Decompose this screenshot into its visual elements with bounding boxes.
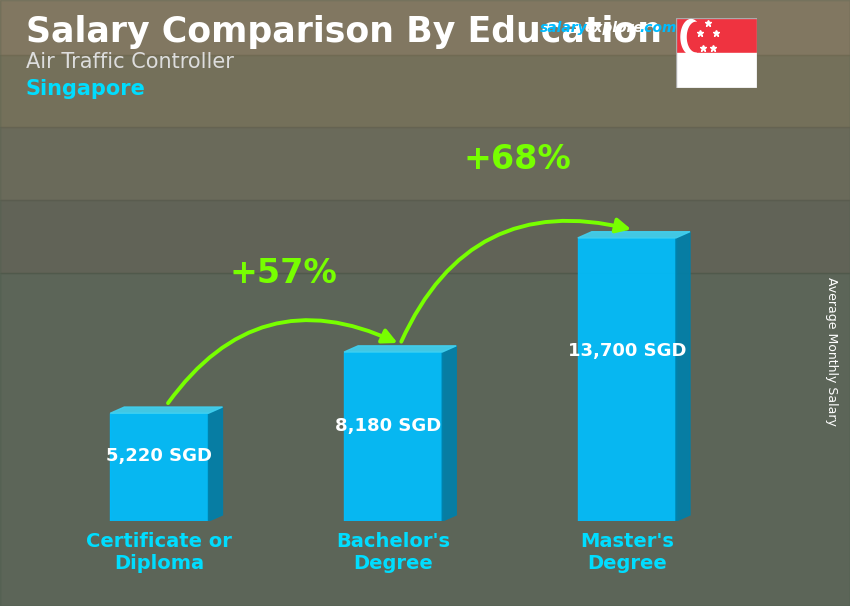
Text: Salary Comparison By Education: Salary Comparison By Education xyxy=(26,15,661,49)
Text: salary: salary xyxy=(540,21,587,35)
Polygon shape xyxy=(578,231,690,238)
Polygon shape xyxy=(442,346,456,521)
Polygon shape xyxy=(110,407,223,413)
Text: +68%: +68% xyxy=(463,143,571,176)
Polygon shape xyxy=(208,407,223,521)
Bar xyxy=(344,352,442,521)
Text: .com: .com xyxy=(639,21,677,35)
Text: explorer: explorer xyxy=(585,21,650,35)
Text: 5,220 SGD: 5,220 SGD xyxy=(105,447,212,465)
Text: 8,180 SGD: 8,180 SGD xyxy=(335,418,441,436)
Polygon shape xyxy=(688,22,705,52)
Text: Air Traffic Controller: Air Traffic Controller xyxy=(26,52,234,72)
Polygon shape xyxy=(676,231,690,521)
Bar xyxy=(578,238,676,521)
Polygon shape xyxy=(344,346,456,352)
Text: +57%: +57% xyxy=(230,257,337,290)
Text: Average Monthly Salary: Average Monthly Salary xyxy=(824,277,838,426)
Polygon shape xyxy=(681,19,701,55)
Bar xyxy=(110,413,208,521)
Bar xyxy=(676,18,756,53)
Bar xyxy=(676,53,756,88)
Text: 13,700 SGD: 13,700 SGD xyxy=(569,342,687,360)
Text: Singapore: Singapore xyxy=(26,79,145,99)
